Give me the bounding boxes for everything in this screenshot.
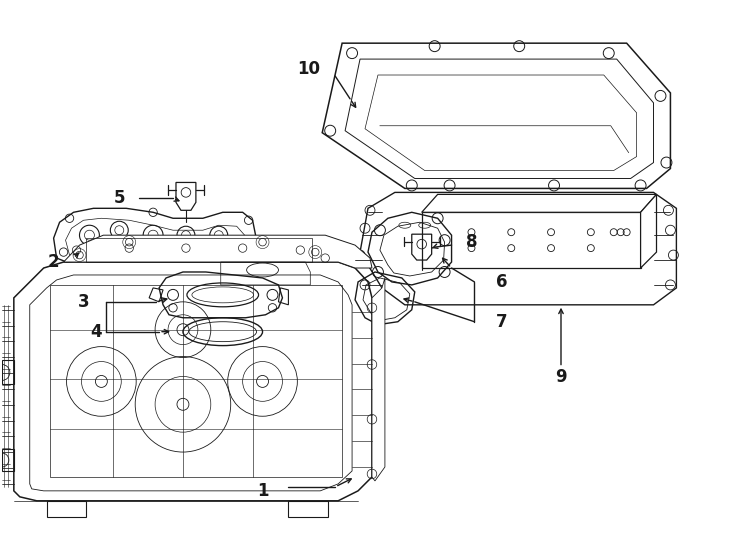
Text: 9: 9 [555,368,567,387]
Polygon shape [641,194,656,268]
Text: 1: 1 [257,482,269,500]
Polygon shape [372,278,385,481]
Text: 2: 2 [48,253,59,271]
Text: 7: 7 [495,313,507,330]
Text: 8: 8 [465,233,477,251]
Text: 4: 4 [90,323,102,341]
Text: 10: 10 [297,60,320,78]
Text: 3: 3 [78,293,90,311]
Polygon shape [422,212,641,268]
Polygon shape [288,501,328,517]
Polygon shape [47,501,87,517]
Text: 5: 5 [114,190,125,207]
Polygon shape [64,235,372,268]
Text: 6: 6 [495,273,507,291]
Polygon shape [422,194,656,212]
